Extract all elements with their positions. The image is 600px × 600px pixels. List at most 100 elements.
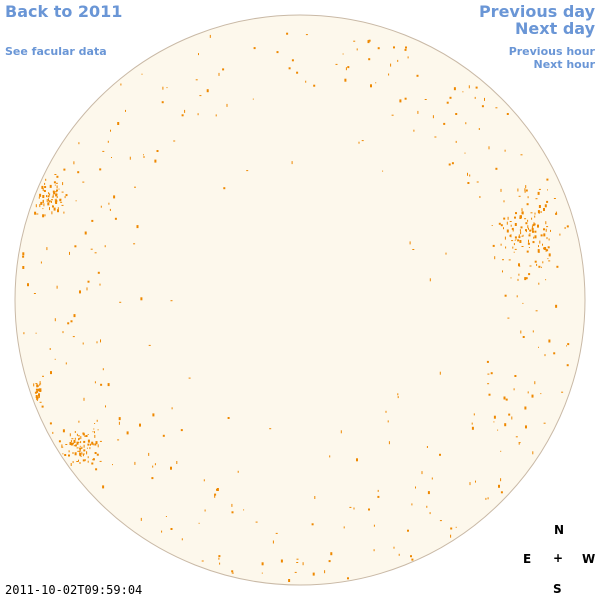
facula-dot [74, 444, 77, 447]
facula-dot [48, 198, 49, 202]
facula-dot [528, 273, 531, 276]
facula-dot [91, 441, 94, 445]
facula-dot [547, 246, 550, 249]
facula-dot [349, 506, 352, 508]
facula-dot [180, 429, 183, 432]
facula-dot [388, 73, 390, 76]
facula-dot [198, 522, 200, 524]
facula-dot [531, 225, 533, 229]
facula-dot [296, 562, 299, 563]
facula-dot [37, 399, 38, 401]
facula-dot [534, 212, 536, 215]
facula-dot [505, 246, 507, 249]
facula-dot [63, 168, 66, 171]
facula-dot [120, 83, 122, 86]
facula-dot [407, 529, 409, 532]
facula-dot [538, 282, 540, 285]
facula-dot [544, 354, 546, 357]
facula-dot [35, 395, 38, 398]
facula-dot [550, 229, 551, 232]
facula-dot [432, 115, 434, 119]
facula-dot [405, 46, 407, 49]
facula-dot [209, 34, 211, 38]
facula-dot [152, 413, 155, 417]
facula-dot [498, 222, 501, 225]
next-hour-link[interactable]: Next hour [533, 58, 596, 71]
facula-dot [368, 508, 370, 511]
facula-dot [117, 439, 120, 441]
facula-dot [566, 345, 567, 347]
facula-dot [91, 462, 94, 465]
facula-dot [537, 249, 540, 253]
facula-dot [543, 233, 546, 237]
facula-dot [518, 234, 520, 237]
facula-dot [343, 526, 345, 529]
facula-dot [51, 199, 53, 201]
facula-dot [409, 241, 411, 245]
facula-dot [61, 204, 64, 206]
back-to-year-link[interactable]: Back to 2011 [5, 2, 123, 21]
facula-dot [521, 211, 524, 215]
facula-dot [42, 208, 44, 210]
facula-dot [548, 238, 550, 241]
facula-dot [368, 58, 371, 61]
previous-day-link[interactable]: Previous day [478, 2, 595, 21]
facula-dot [55, 198, 57, 202]
facula-dot [97, 444, 99, 448]
facula-dot [79, 447, 82, 450]
facula-dot [80, 456, 82, 457]
facula-dot [83, 397, 85, 401]
facula-dot [393, 46, 395, 49]
facula-dot [54, 184, 56, 186]
facula-dot [462, 91, 464, 93]
facula-dot [65, 194, 68, 197]
facula-dot [531, 227, 534, 231]
facula-dot [84, 231, 87, 235]
facula-dot [537, 191, 540, 195]
facula-dot [547, 189, 548, 191]
facula-dot [494, 256, 496, 260]
facula-dot [23, 332, 25, 335]
facula-dot [421, 471, 423, 475]
facula-dot [503, 396, 506, 400]
previous-hour-link[interactable]: Previous hour [508, 45, 595, 58]
facula-dot [173, 140, 176, 142]
facula-dot [520, 231, 522, 235]
facula-dot [358, 141, 360, 144]
facula-dot [487, 497, 489, 500]
facula-dot [136, 225, 139, 229]
facular-data-link[interactable]: See facular data [5, 45, 107, 58]
facula-dot [58, 440, 61, 443]
facula-dot [71, 444, 73, 446]
facula-dot [54, 318, 56, 322]
facula-dot [36, 396, 39, 399]
facula-dot [514, 223, 517, 226]
facula-dot [53, 207, 56, 211]
facula-dot [529, 265, 532, 267]
facula-dot [49, 193, 51, 196]
facula-dot [227, 417, 230, 419]
facula-dot [33, 293, 36, 294]
facula-dot [377, 495, 380, 498]
facula-dot [486, 360, 489, 363]
facula-dot [63, 211, 65, 214]
facula-dot [543, 228, 545, 231]
facula-dot [534, 230, 537, 233]
facula-dot [533, 223, 535, 226]
facula-dot [22, 266, 25, 269]
facula-dot [74, 245, 77, 248]
facula-dot [446, 101, 449, 104]
facula-dot [532, 241, 534, 243]
facula-dot [69, 251, 70, 255]
facula-dot [112, 464, 113, 466]
facula-dot [156, 150, 159, 152]
facula-dot [76, 433, 78, 436]
facula-dot [305, 80, 307, 83]
facula-dot [78, 459, 79, 462]
facula-dot [76, 461, 79, 462]
facula-dot [370, 84, 372, 88]
facula-dot [335, 63, 338, 65]
facula-dot [455, 526, 457, 528]
facula-dot [407, 56, 409, 59]
next-day-link[interactable]: Next day [515, 19, 595, 38]
